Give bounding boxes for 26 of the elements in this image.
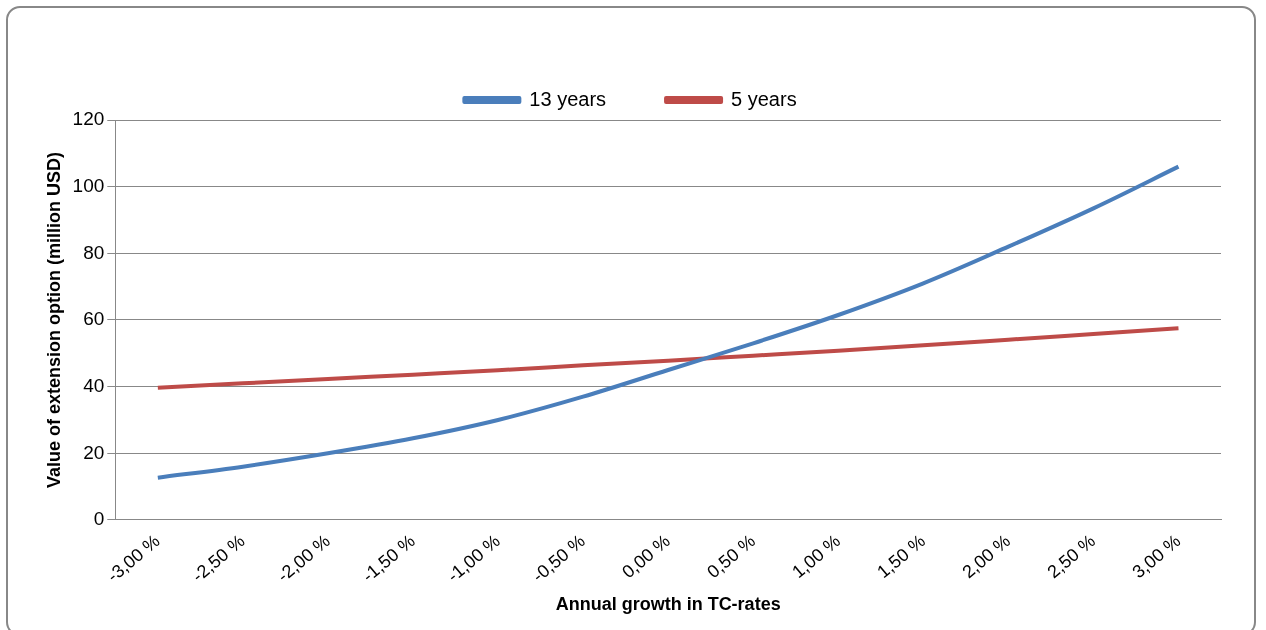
y-tick-label: 60	[83, 308, 105, 330]
x-tick-label: 0,50 %	[703, 530, 759, 583]
line-series	[155, 326, 1181, 390]
legend-label: 13 years	[529, 87, 607, 110]
x-tick-label: 0,00 %	[618, 530, 674, 583]
x-tick-label: -2,00 %	[273, 530, 334, 586]
x-tick-label: 3,00 %	[1128, 530, 1185, 583]
x-axis-title: Annual growth in TC-rates	[555, 594, 781, 615]
x-tick-label: -0,50 %	[528, 530, 589, 586]
x-tick-label: -2,50 %	[188, 530, 249, 586]
x-tick-label: 2,00 %	[958, 530, 1015, 583]
legend-label: 5 years	[731, 87, 797, 110]
y-tick-label: 0	[93, 508, 105, 530]
y-tick-label: 100	[72, 174, 105, 196]
y-tick-label: 120	[72, 108, 105, 130]
line-series	[155, 164, 1181, 480]
y-tick-label: 80	[83, 241, 105, 263]
y-axis-title: Value of extension option (million USD)	[43, 151, 64, 488]
x-tick-label: -3,00 %	[103, 530, 164, 586]
x-tick-label: -1,50 %	[358, 530, 419, 586]
x-tick-label: 1,00 %	[788, 530, 845, 583]
y-tick-label: 20	[83, 441, 105, 463]
x-tick-label: 1,50 %	[873, 530, 930, 583]
y-tick-label: 40	[83, 374, 105, 396]
x-tick-label: 2,50 %	[1043, 530, 1100, 583]
x-tick-label: -1,00 %	[443, 530, 504, 586]
